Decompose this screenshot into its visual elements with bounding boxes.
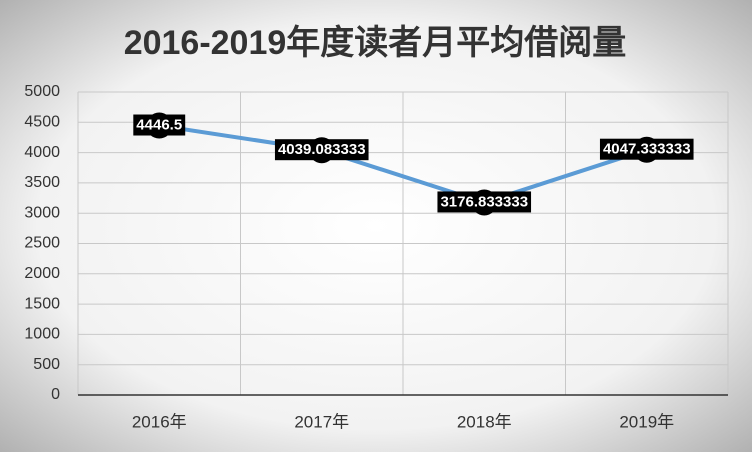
label-bg: [599, 138, 694, 160]
label-bg: [274, 139, 369, 161]
x-tick-label: 2018年: [457, 412, 512, 431]
y-tick-label: 500: [33, 356, 60, 373]
data-line: [158, 123, 648, 205]
y-tick-label: 4500: [24, 114, 60, 131]
y-tick-label: 1000: [24, 326, 60, 343]
x-tick-label: 2016年: [132, 412, 187, 431]
y-tick-label: 2000: [24, 265, 60, 282]
y-tick-label: 4000: [24, 144, 60, 161]
data-label: 4047.333333: [603, 141, 691, 158]
data-label: 3176.833333: [440, 193, 528, 210]
data-label: 4446.5: [136, 117, 182, 134]
y-tick-label: 0: [51, 386, 60, 403]
y-tick-label: 3500: [24, 174, 60, 191]
label-bg: [133, 114, 186, 136]
y-tick-label: 3000: [24, 204, 60, 221]
data-label: 4039.083333: [278, 141, 366, 158]
y-tick-label: 5000: [24, 83, 60, 100]
y-tick-label: 1500: [24, 295, 60, 312]
y-tick-label: 2500: [24, 235, 60, 252]
x-tick-label: 2017年: [294, 412, 349, 431]
label-bg: [437, 191, 532, 213]
chart-title: 2016-2019年度读者月平均借阅量: [124, 24, 627, 62]
x-tick-label: 2019年: [619, 412, 674, 431]
